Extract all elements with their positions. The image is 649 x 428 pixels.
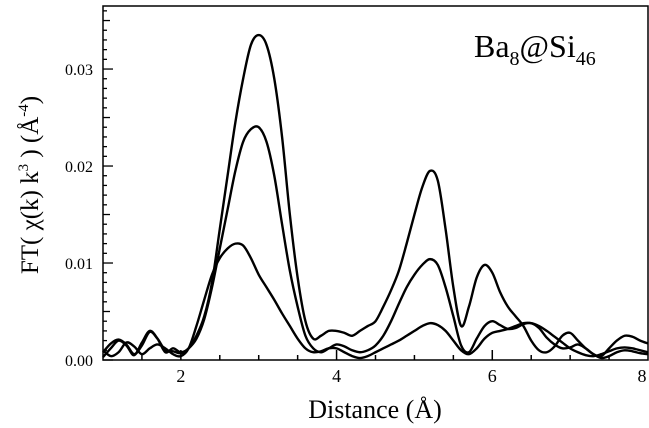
y-tick-label: 0.03 [65,62,93,79]
series-line-3 [102,242,649,360]
x-tick-label: 8 [638,366,647,386]
x-axis-label: Distance (Å) [308,395,442,424]
y-axis-ticks: 0.00 0.01 0.02 0.03 [65,10,113,370]
x-tick-label: 6 [488,366,497,386]
plot-lines-group [102,33,649,360]
y-axis-label: FT( χ(k) k3 ) (Å-4) [16,96,44,274]
sample-annotation: Ba8@Si46 [474,28,596,70]
x-tick-label: 4 [332,366,341,386]
x-axis-ticks: 2 4 6 8 [141,350,647,386]
series-line-2 [102,125,649,360]
x-tick-label: 2 [176,366,185,386]
y-tick-label: 0.02 [65,159,93,176]
y-tick-label: 0.01 [65,256,93,273]
y-tick-label: 0.00 [65,353,93,370]
series-line-1 [102,33,649,358]
